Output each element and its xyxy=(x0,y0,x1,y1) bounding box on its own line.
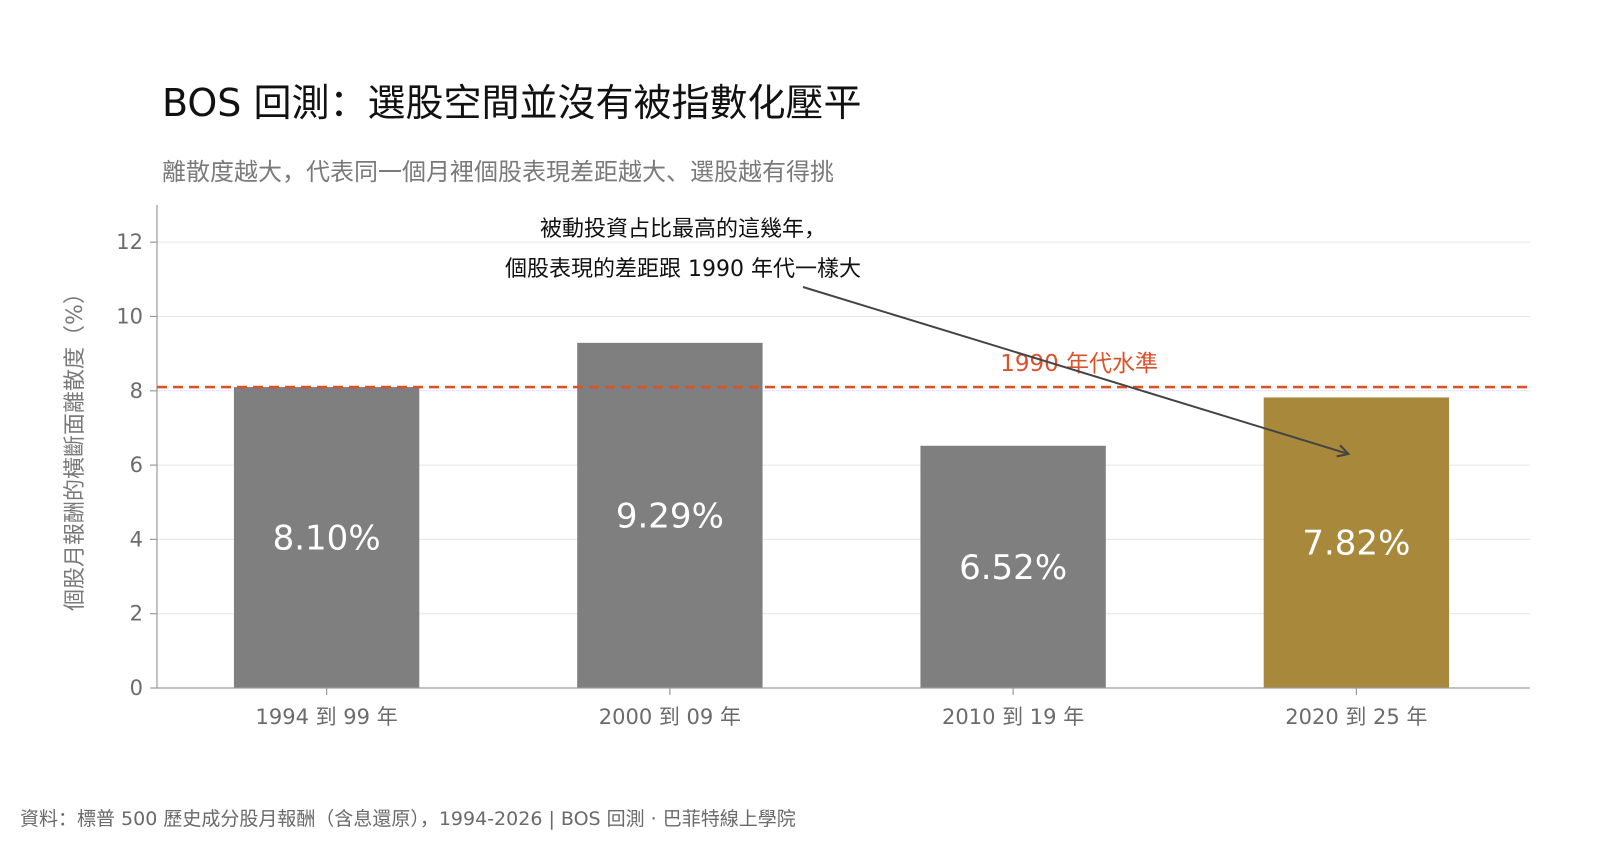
annotation-line-2: 個股表現的差距跟 1990 年代一樣大 xyxy=(505,257,861,282)
x-tick-label: 2010 到 19 年 xyxy=(942,705,1084,729)
bar xyxy=(1263,397,1450,688)
bar-value-label: 6.52% xyxy=(959,548,1067,588)
annotation-line-1: 被動投資占比最高的這幾年， xyxy=(540,217,826,242)
y-tick-label: 12 xyxy=(116,230,143,254)
y-tick-label: 10 xyxy=(116,304,143,328)
x-tick-label: 1994 到 99 年 xyxy=(256,705,398,729)
y-tick-label: 6 xyxy=(130,453,143,477)
y-tick-label: 4 xyxy=(130,527,143,551)
reference-line-group: 1990 年代水準 xyxy=(157,351,1530,389)
bars: 8.10% 9.29% 6.52% 7.82% xyxy=(233,342,1450,688)
axes: 0 2 4 6 8 10 12 個股月報酬的橫斷面離散度（%） 1994 到 99 年 2000 … xyxy=(63,205,1530,729)
y-tick-label: 2 xyxy=(130,602,143,626)
bar-value-label: 7.82% xyxy=(1302,524,1410,564)
annotation-arrow xyxy=(802,286,1351,458)
bar xyxy=(920,445,1106,688)
x-tick-label: 2000 到 09 年 xyxy=(599,705,741,729)
y-tick-label: 8 xyxy=(130,379,143,403)
bar xyxy=(577,342,763,688)
bar-value-label: 8.10% xyxy=(273,519,381,559)
bar xyxy=(233,387,420,688)
y-axis-label: 個股月報酬的橫斷面離散度（%） xyxy=(63,282,88,611)
y-tick-label: 0 xyxy=(130,676,143,700)
x-tick-label: 2020 到 25 年 xyxy=(1285,705,1427,729)
chart-title: BOS 回測：選股空間並沒有被指數化壓平 xyxy=(162,81,862,125)
chart-subtitle: 離散度越大，代表同一個月裡個股表現差距越大、選股越有得挑 xyxy=(162,158,834,186)
bar-value-label: 9.29% xyxy=(616,496,724,536)
annotation-group: 被動投資占比最高的這幾年， 個股表現的差距跟 1990 年代一樣大 xyxy=(505,217,1351,458)
source-footer: 資料：標普 500 歷史成分股月報酬（含息還原），1994-2026 | BOS… xyxy=(20,808,796,830)
